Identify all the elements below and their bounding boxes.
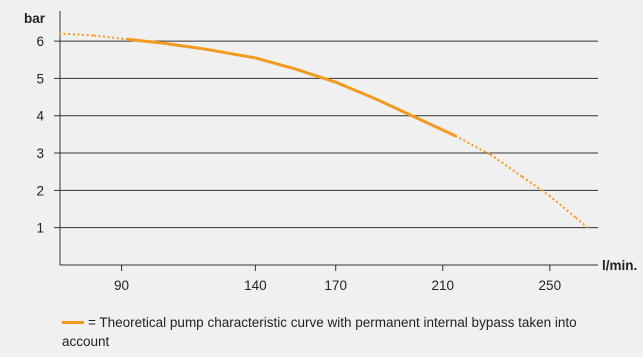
curve-segment-dotted [456, 136, 491, 155]
curve-segment-dotted [523, 177, 550, 196]
y-tick-label: 4 [36, 109, 44, 124]
curve-segment-solid [255, 58, 295, 69]
curve-segment-dotted [550, 196, 577, 218]
curve-segment-solid [296, 69, 336, 82]
legend-text: = Theoretical pump characteristic curve … [62, 315, 577, 349]
y-tick-label: 2 [36, 183, 44, 198]
curve-segment-dotted [95, 36, 127, 40]
curve-segment-solid [376, 99, 416, 118]
y-axis-label: bar [24, 11, 46, 26]
x-axis-label: l/min. [602, 258, 637, 273]
curve-segment-dotted [491, 155, 523, 177]
curve-segment-solid [416, 118, 456, 137]
y-tick-label: 5 [36, 71, 44, 86]
curve-segment-solid [162, 43, 202, 49]
curve-segment-solid [127, 39, 162, 43]
legend-swatch [62, 321, 84, 324]
curve-segment-solid [336, 82, 376, 99]
x-tick-label: 90 [114, 278, 129, 293]
legend: = Theoretical pump characteristic curve … [62, 313, 622, 351]
x-tick-label: 170 [324, 278, 347, 293]
x-tick-label: 140 [244, 278, 267, 293]
x-tick-label: 250 [539, 278, 562, 293]
curve-segment-solid [202, 49, 256, 58]
y-tick-label: 6 [36, 34, 44, 49]
y-tick-label: 1 [36, 221, 44, 236]
x-tick-label: 210 [431, 278, 454, 293]
curve-segment-dotted [60, 34, 95, 36]
y-tick-label: 3 [36, 146, 44, 161]
